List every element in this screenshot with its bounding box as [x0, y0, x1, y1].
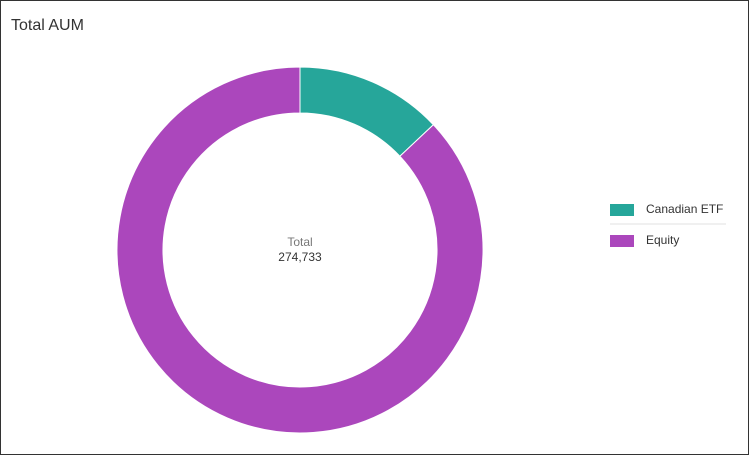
- center-total: 274,733: [278, 250, 322, 264]
- center-label: Total: [287, 235, 312, 249]
- legend-label[interactable]: Canadian ETF: [646, 202, 723, 216]
- legend-swatch: [610, 204, 634, 216]
- legend-label[interactable]: Equity: [646, 233, 679, 247]
- legend-swatch: [610, 235, 634, 247]
- chart-title: Total AUM: [11, 17, 84, 34]
- donut: [116, 66, 484, 434]
- donut-slice: [116, 66, 484, 434]
- legend: Canadian ETF Equity: [610, 202, 726, 247]
